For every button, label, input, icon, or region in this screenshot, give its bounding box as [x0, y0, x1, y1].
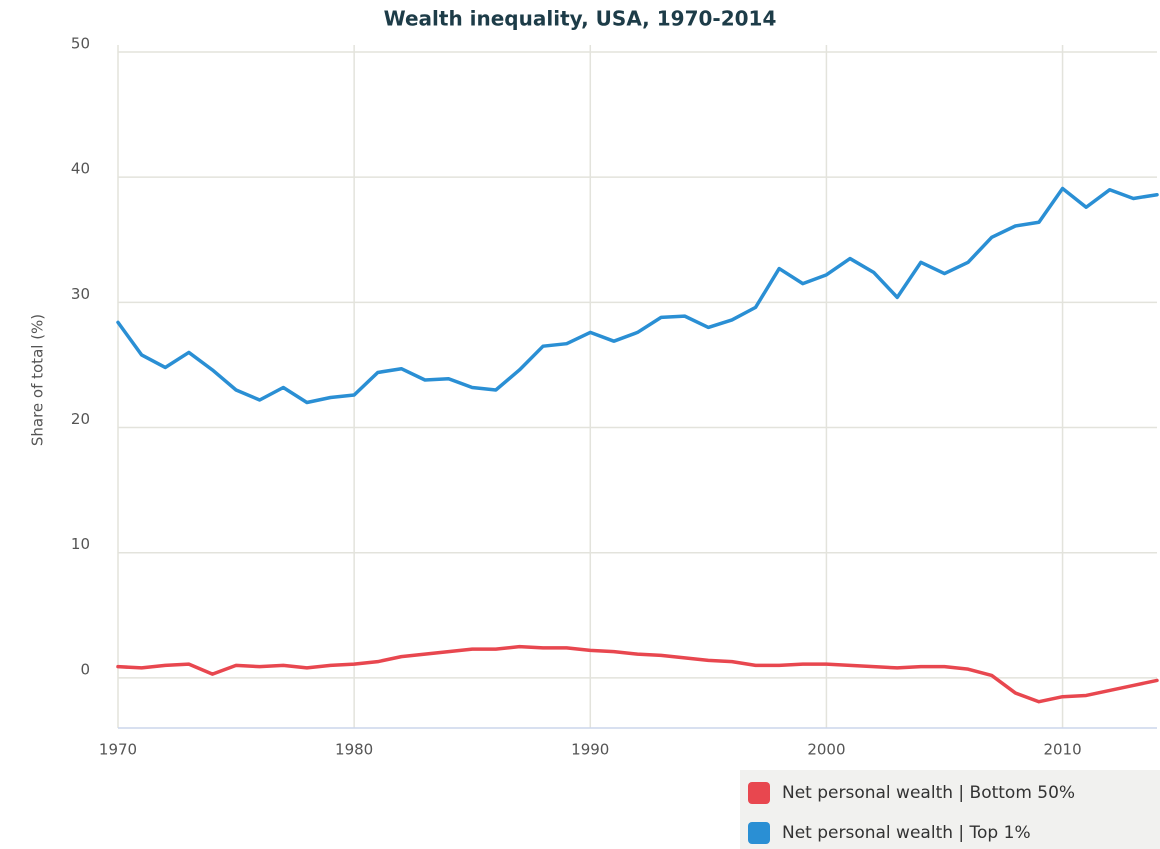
- legend-box: [740, 770, 1160, 849]
- y-tick-label: 0: [80, 660, 90, 678]
- y-tick-label: 10: [71, 535, 90, 553]
- y-tick-label: 30: [71, 285, 90, 303]
- y-tick-label: 50: [71, 35, 90, 53]
- legend: Net personal wealth | Bottom 50% Net pers…: [740, 770, 1160, 849]
- legend-label: Net personal wealth | Bottom 50%: [782, 783, 1075, 803]
- x-tick-label: 2010: [1043, 741, 1081, 759]
- y-tick-label: 20: [71, 410, 90, 428]
- x-tick-label: 2000: [807, 741, 845, 759]
- series-line: [116, 644, 1159, 704]
- legend-swatch: [748, 822, 770, 844]
- y-tick-label: 40: [71, 160, 90, 178]
- chart-title: Wealth inequality, USA, 1970-2014: [384, 7, 777, 31]
- x-tick-label: 1980: [335, 741, 373, 759]
- series-line: [116, 186, 1159, 405]
- y-axis-label: Share of total (%): [29, 314, 47, 446]
- x-tick-label: 1990: [571, 741, 609, 759]
- legend-label: Net personal wealth | Top 1%: [782, 823, 1031, 843]
- x-tick-label: 1970: [99, 741, 137, 759]
- legend-swatch: [748, 782, 770, 804]
